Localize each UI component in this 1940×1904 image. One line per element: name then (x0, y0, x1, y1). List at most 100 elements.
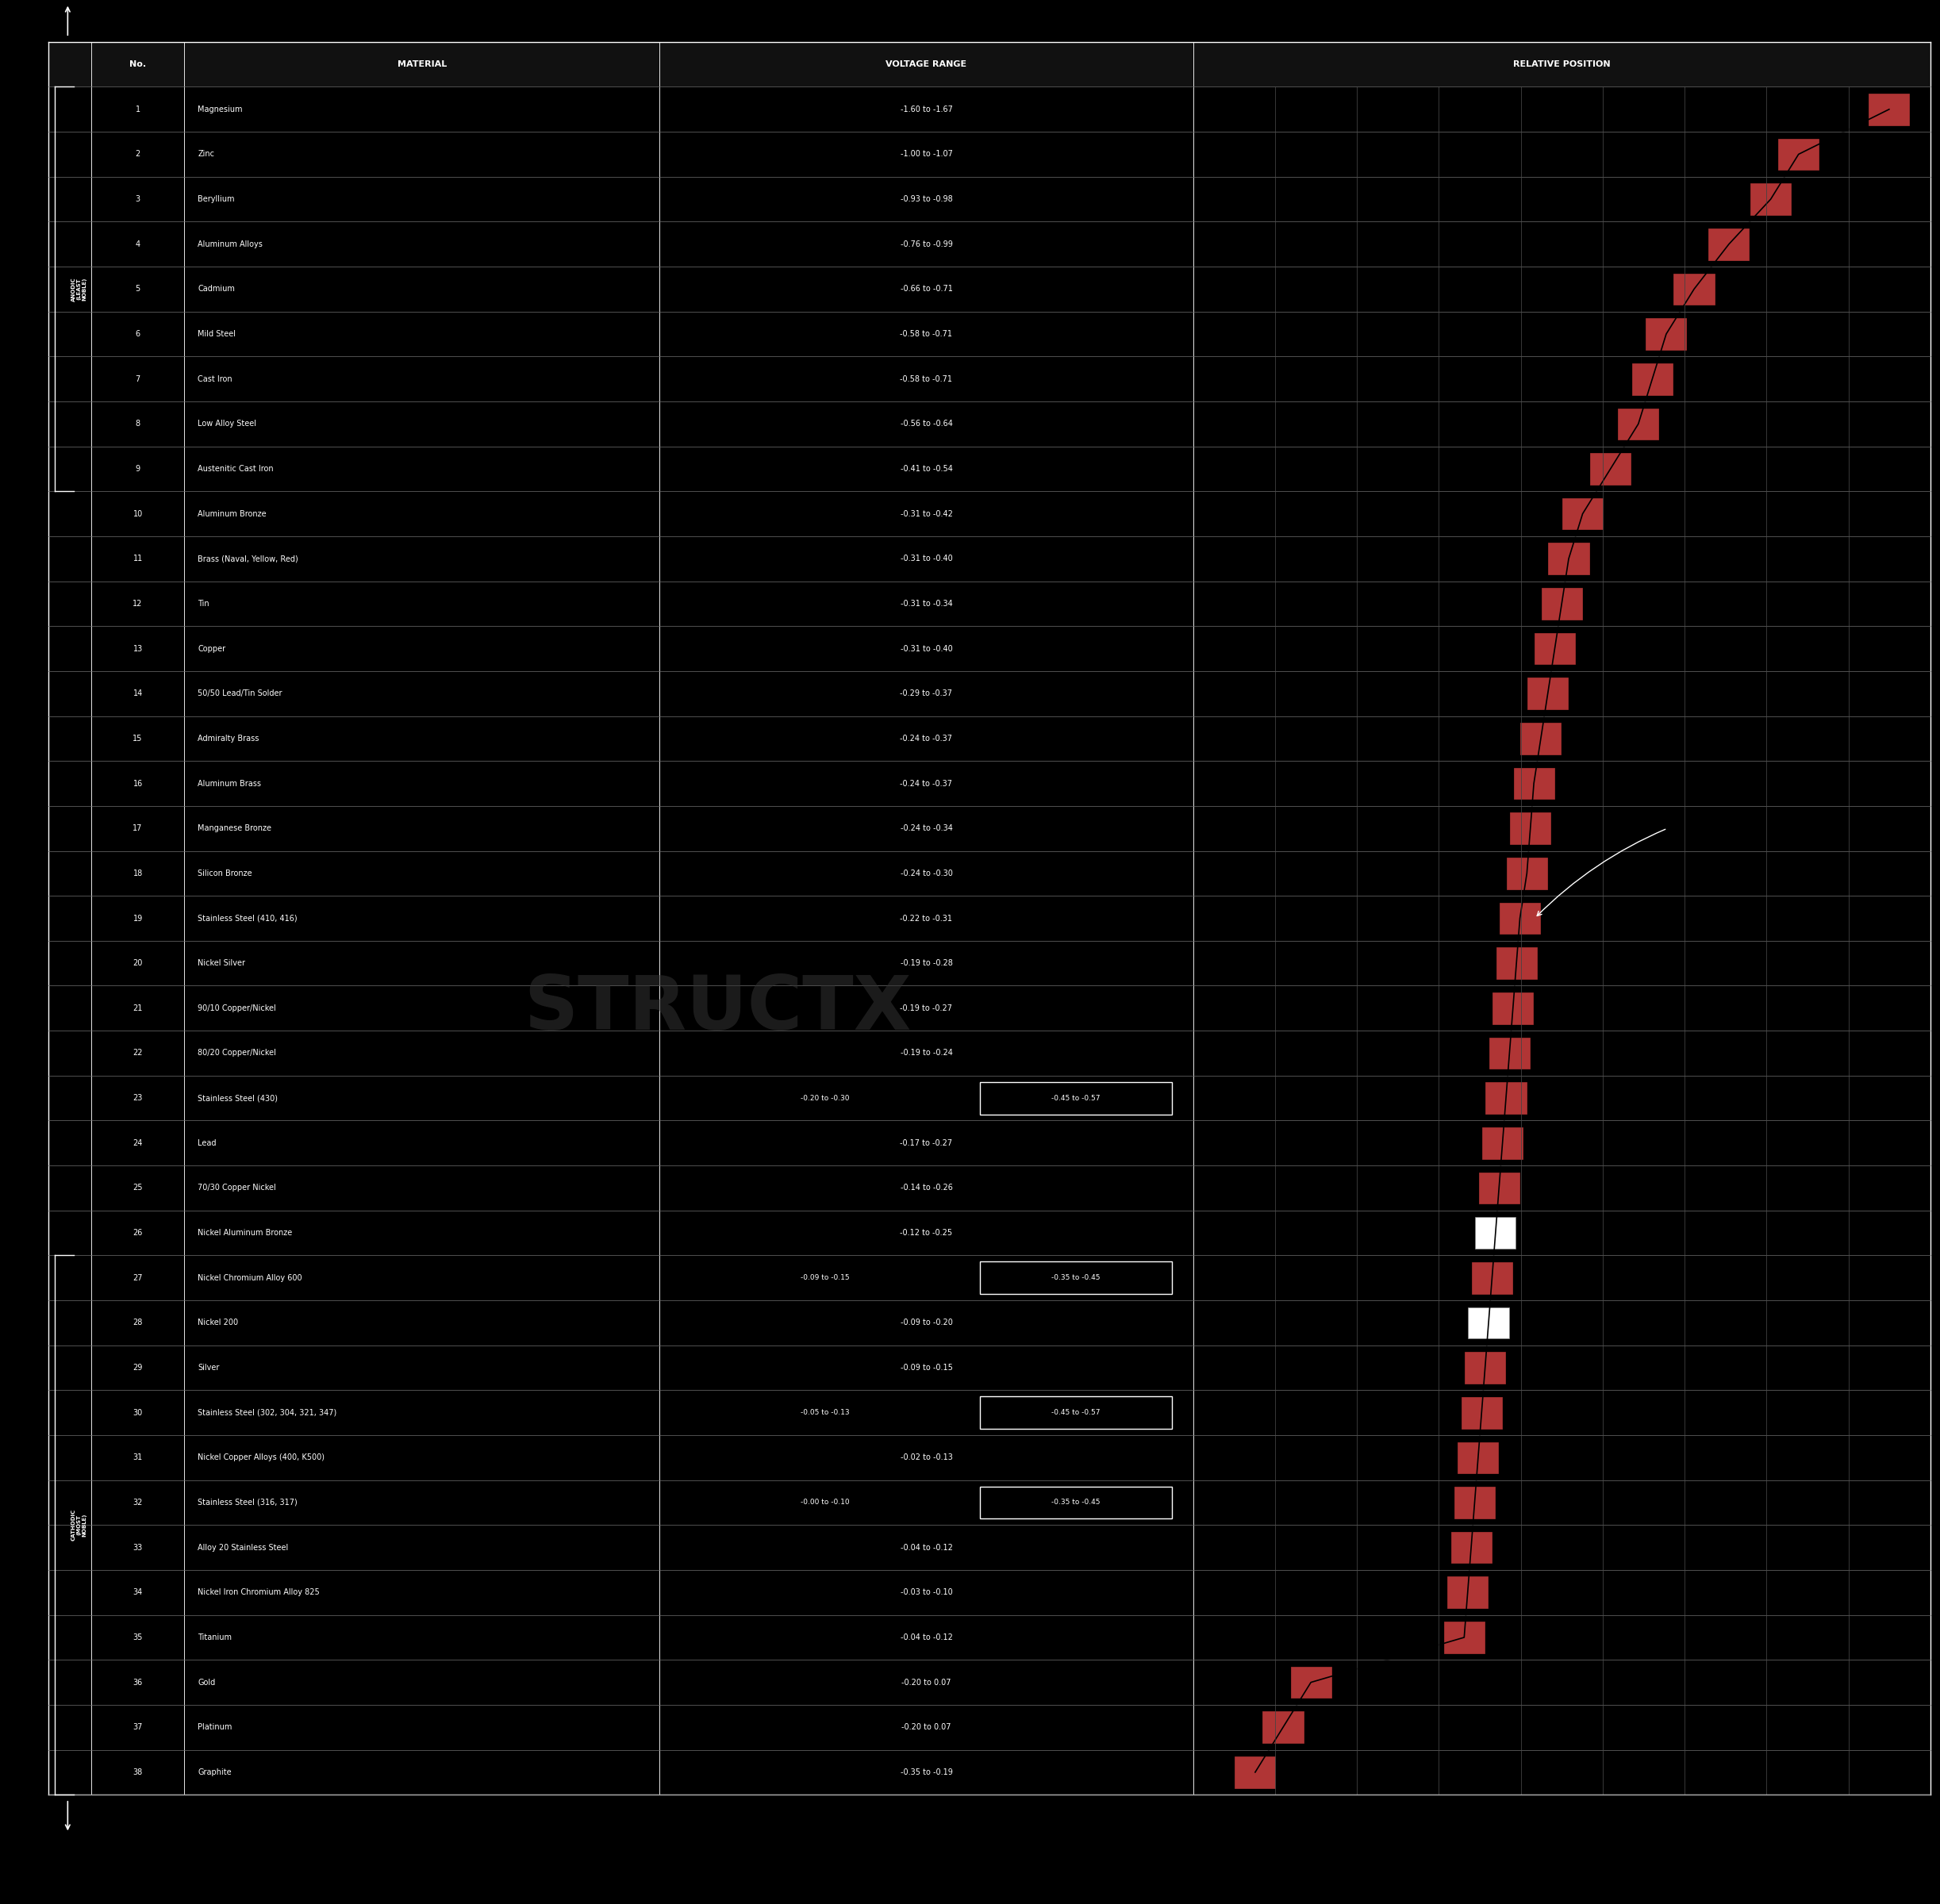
Bar (184, 356, 660, 402)
Bar (1263, 1712, 1304, 1742)
Text: -0.24 to -0.30: -0.24 to -0.30 (900, 870, 953, 878)
Bar (1193, 1165, 1930, 1211)
Text: -0.00 to -0.10: -0.00 to -0.10 (801, 1498, 850, 1506)
Bar (91, 131, 184, 177)
Bar (48, 1436, 91, 1479)
Bar (91, 1525, 184, 1571)
Bar (660, 537, 1193, 581)
Bar (184, 1255, 660, 1300)
Text: -0.35 to -0.45: -0.35 to -0.45 (1051, 1274, 1100, 1281)
Bar (660, 895, 1193, 941)
Bar (48, 581, 91, 626)
Bar (91, 356, 184, 402)
Text: -0.04 to -0.12: -0.04 to -0.12 (900, 1634, 953, 1641)
Text: Stainless Steel (302, 304, 321, 347): Stainless Steel (302, 304, 321, 347) (198, 1409, 338, 1417)
Text: -0.58 to -0.71: -0.58 to -0.71 (900, 375, 953, 383)
Bar (91, 1030, 184, 1076)
Bar (91, 670, 184, 716)
Bar (48, 1615, 91, 1660)
Text: 18: 18 (132, 870, 144, 878)
Text: 33: 33 (132, 1544, 144, 1552)
Text: -0.45 to -0.57: -0.45 to -0.57 (1051, 1095, 1100, 1102)
Text: 12: 12 (132, 600, 144, 607)
Bar (1193, 1479, 1930, 1525)
Bar (184, 851, 660, 895)
Bar (48, 537, 91, 581)
Bar (184, 537, 660, 581)
Bar (48, 670, 91, 716)
Bar (1193, 1571, 1930, 1615)
Bar (1193, 1121, 1930, 1165)
Text: -0.31 to -0.42: -0.31 to -0.42 (900, 510, 953, 518)
Bar (91, 1704, 184, 1750)
Bar (1193, 1615, 1930, 1660)
Text: Beryllium: Beryllium (198, 196, 235, 204)
Text: Graphite: Graphite (198, 1769, 231, 1776)
Bar (1447, 1577, 1488, 1609)
Text: -0.05 to -0.13: -0.05 to -0.13 (801, 1409, 850, 1417)
Text: -0.24 to -0.37: -0.24 to -0.37 (900, 779, 953, 788)
Bar (184, 88, 660, 131)
Bar (48, 177, 91, 221)
Bar (48, 1300, 91, 1346)
Bar (1193, 1030, 1930, 1076)
Bar (91, 1300, 184, 1346)
Bar (1632, 364, 1672, 394)
Text: 14: 14 (132, 689, 144, 697)
Bar (184, 1704, 660, 1750)
Bar (48, 1750, 91, 1795)
Bar (184, 131, 660, 177)
Text: 90/10 Copper/Nickel: 90/10 Copper/Nickel (198, 1003, 275, 1013)
Bar (660, 581, 1193, 626)
Bar (1535, 632, 1575, 664)
Bar (1290, 1666, 1331, 1698)
Text: -0.12 to -0.25: -0.12 to -0.25 (900, 1228, 953, 1238)
Bar (1443, 1622, 1484, 1653)
Bar (184, 1479, 660, 1525)
Bar (184, 446, 660, 491)
Bar (1750, 183, 1791, 215)
Text: -0.09 to -0.20: -0.09 to -0.20 (900, 1319, 953, 1327)
Text: Silicon Bronze: Silicon Bronze (198, 870, 252, 878)
Bar (1193, 131, 1930, 177)
Bar (1779, 139, 1820, 169)
Bar (48, 895, 91, 941)
Text: No.: No. (130, 61, 145, 69)
Bar (1472, 1262, 1513, 1293)
Bar (1193, 267, 1930, 312)
Text: -0.24 to -0.34: -0.24 to -0.34 (900, 824, 953, 832)
Bar (660, 1076, 1193, 1121)
Bar (48, 356, 91, 402)
Text: 32: 32 (132, 1498, 144, 1506)
Bar (1193, 312, 1930, 356)
Bar (91, 805, 184, 851)
Bar (1193, 716, 1930, 762)
Bar (660, 1346, 1193, 1390)
Bar (1492, 992, 1533, 1024)
Text: Stainless Steel (430): Stainless Steel (430) (198, 1095, 277, 1102)
Text: ANODIC
(LEAST
NOBLE): ANODIC (LEAST NOBLE) (72, 276, 87, 301)
Bar (48, 941, 91, 986)
Text: 30: 30 (132, 1409, 144, 1417)
Bar (1193, 221, 1930, 267)
Text: -1.60 to -1.67: -1.60 to -1.67 (900, 105, 953, 112)
Bar (184, 42, 660, 88)
Bar (660, 1255, 1193, 1300)
Text: Cadmium: Cadmium (198, 286, 235, 293)
Bar (48, 1571, 91, 1615)
Text: 25: 25 (132, 1184, 144, 1192)
Bar (48, 42, 91, 88)
Bar (48, 1076, 91, 1121)
Text: Cast Iron: Cast Iron (198, 375, 233, 383)
Bar (980, 1487, 1172, 1519)
Text: 7: 7 (136, 375, 140, 383)
Text: 15: 15 (132, 735, 144, 743)
Bar (1548, 543, 1589, 575)
Text: Mild Steel: Mild Steel (198, 329, 237, 339)
Bar (91, 716, 184, 762)
Text: 17: 17 (132, 824, 144, 832)
Bar (1193, 1660, 1930, 1704)
Bar (184, 1660, 660, 1704)
Text: 34: 34 (132, 1588, 144, 1596)
Text: Stainless Steel (410, 416): Stainless Steel (410, 416) (198, 914, 297, 922)
